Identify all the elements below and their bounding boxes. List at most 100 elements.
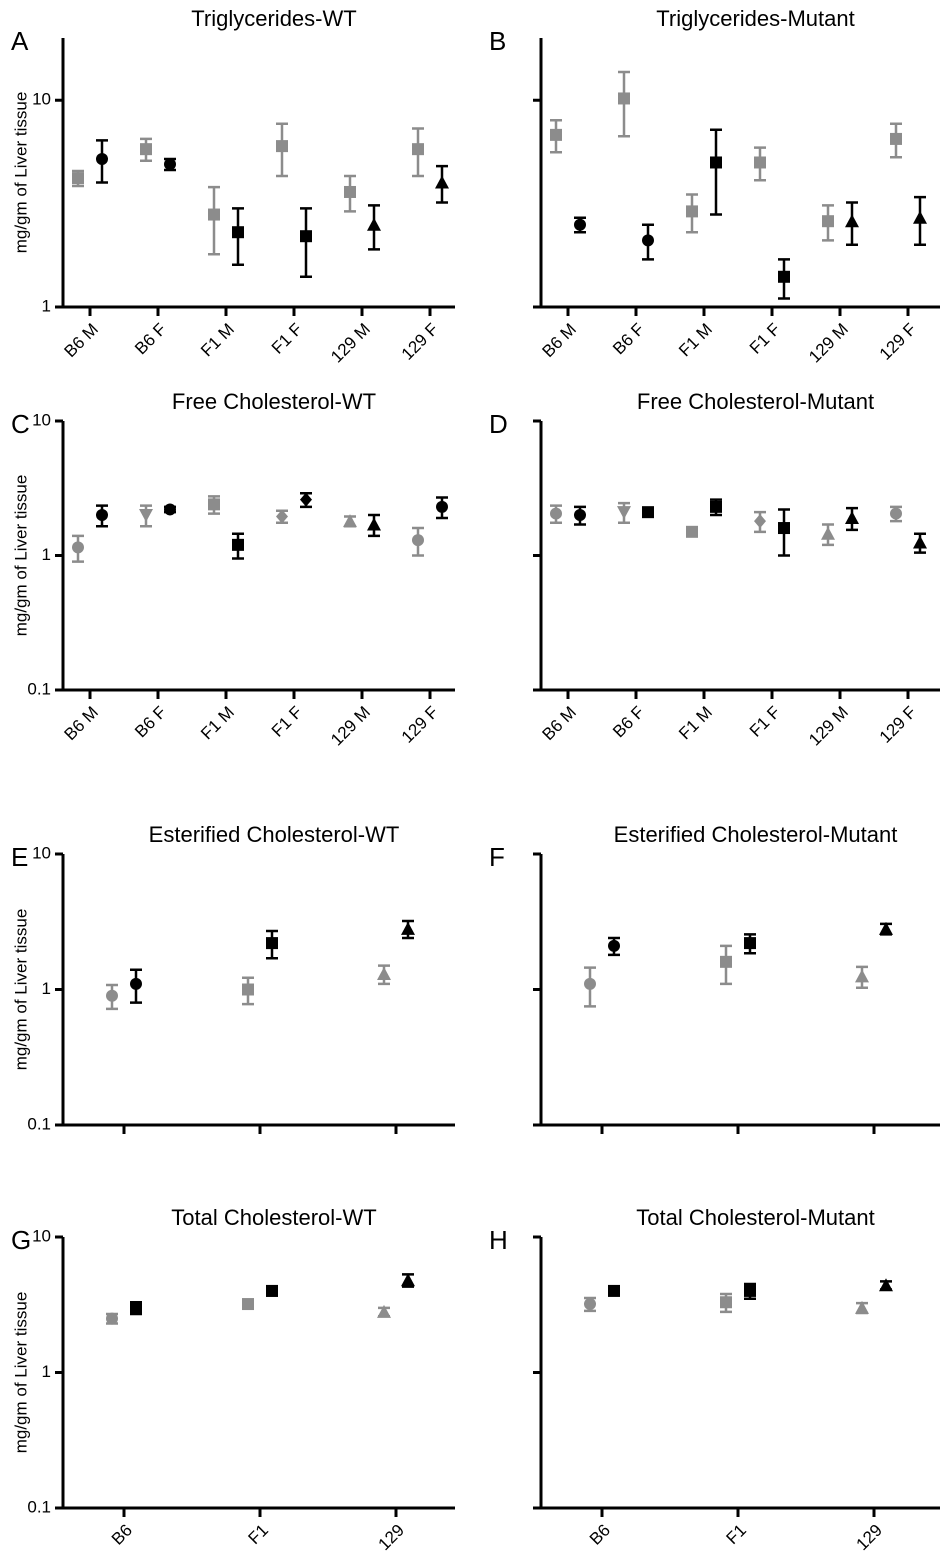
panel-title: Triglycerides-Mutant: [656, 6, 854, 31]
data-point: [754, 156, 766, 169]
x-tick-label: F1: [723, 1521, 750, 1548]
y-axis-label: mg/gm of Liver tissue: [11, 475, 30, 637]
x-tick-label: 129 M: [805, 320, 852, 367]
y-tick-label: 0.1: [27, 679, 51, 698]
data-point: [822, 215, 834, 228]
data-point: [821, 526, 835, 540]
x-tick-label: F1 M: [675, 320, 716, 361]
x-tick-label: 129 M: [327, 320, 374, 367]
y-tick-label: 0.1: [27, 1114, 51, 1133]
x-tick-label: 129 F: [398, 320, 442, 364]
data-point: [686, 205, 698, 218]
x-tick-label: F1 F: [746, 703, 784, 741]
data-point: [343, 514, 357, 528]
data-point: [550, 507, 562, 520]
error-bar: [710, 128, 722, 216]
data-point: [584, 977, 596, 990]
data-point: [106, 989, 118, 1002]
data-point: [845, 214, 859, 228]
data-point: [164, 503, 176, 516]
data-point: [608, 1284, 620, 1297]
y-tick-label: 1: [42, 545, 51, 564]
y-tick-label: 10: [32, 90, 51, 109]
data-point: [744, 937, 756, 950]
x-tick-label: B6 M: [539, 703, 580, 744]
x-tick-label: 129: [375, 1521, 408, 1554]
data-point: [208, 208, 220, 221]
data-point: [276, 140, 288, 153]
data-point: [344, 185, 356, 198]
data-point: [584, 1298, 596, 1311]
x-tick-label: F1: [245, 1521, 272, 1548]
data-point: [300, 492, 312, 507]
data-point: [232, 226, 244, 239]
data-point: [96, 509, 108, 522]
data-point: [710, 156, 722, 169]
y-tick-label: 1: [42, 979, 51, 998]
data-point: [845, 511, 859, 525]
data-point: [436, 500, 448, 513]
data-point: [130, 977, 142, 990]
data-point: [412, 143, 424, 156]
x-tick-label: F1 F: [268, 320, 306, 358]
y-axis-label: mg/gm of Liver tissue: [11, 92, 30, 254]
x-tick-label: 129 F: [876, 703, 920, 747]
data-point: [618, 92, 630, 105]
panel-title: Triglycerides-WT: [191, 6, 356, 31]
panel-title: Esterified Cholesterol-Mutant: [614, 822, 898, 847]
data-point: [890, 132, 902, 145]
panel-title: Total Cholesterol-WT: [171, 1205, 376, 1230]
data-point: [106, 1312, 118, 1325]
panel-letter: G: [11, 1225, 31, 1255]
y-axis-label: mg/gm of Liver tissue: [11, 1292, 30, 1454]
panel-title: Free Cholesterol-Mutant: [637, 389, 874, 414]
data-point: [96, 152, 108, 165]
data-point: [139, 509, 153, 523]
x-tick-label: B6 M: [61, 320, 102, 361]
data-point: [778, 522, 790, 535]
panel-letter: B: [489, 26, 506, 56]
data-point: [642, 234, 654, 247]
panel-letter: A: [11, 26, 29, 56]
panel-letter: E: [11, 842, 28, 872]
x-tick-label: B6 F: [131, 320, 170, 359]
data-point: [435, 175, 449, 189]
data-point: [720, 1296, 732, 1309]
x-tick-label: 129 F: [876, 320, 920, 364]
data-point: [642, 506, 654, 519]
x-tick-label: F1 F: [268, 703, 306, 741]
data-point: [710, 500, 722, 513]
panel-title: Free Cholesterol-WT: [172, 389, 376, 414]
data-point: [608, 939, 620, 952]
data-point: [574, 218, 586, 231]
panel-letter: C: [11, 409, 30, 439]
data-point: [401, 921, 415, 935]
panel-letter: F: [489, 842, 505, 872]
data-point: [242, 983, 254, 996]
data-point: [890, 507, 902, 520]
x-tick-label: 129: [853, 1521, 886, 1554]
x-tick-label: 129 M: [805, 703, 852, 750]
data-point: [140, 143, 152, 156]
x-tick-label: F1 M: [675, 703, 716, 744]
data-point: [72, 172, 84, 185]
x-tick-label: B6: [108, 1521, 136, 1549]
data-point: [913, 210, 927, 224]
data-point: [377, 1304, 391, 1318]
panel-letter: H: [489, 1225, 508, 1255]
data-point: [276, 509, 288, 524]
data-point: [377, 967, 391, 981]
panel-title: Esterified Cholesterol-WT: [149, 822, 400, 847]
data-point: [855, 1300, 869, 1314]
data-point: [778, 270, 790, 283]
data-point: [913, 535, 927, 549]
panel-title: Total Cholesterol-Mutant: [636, 1205, 874, 1230]
data-point: [232, 538, 244, 551]
y-tick-label: 0.1: [27, 1497, 51, 1516]
data-point: [754, 514, 766, 529]
x-tick-label: B6 F: [609, 703, 648, 742]
x-tick-label: 129 M: [327, 703, 374, 750]
x-tick-label: F1 F: [746, 320, 784, 358]
data-point: [686, 525, 698, 538]
